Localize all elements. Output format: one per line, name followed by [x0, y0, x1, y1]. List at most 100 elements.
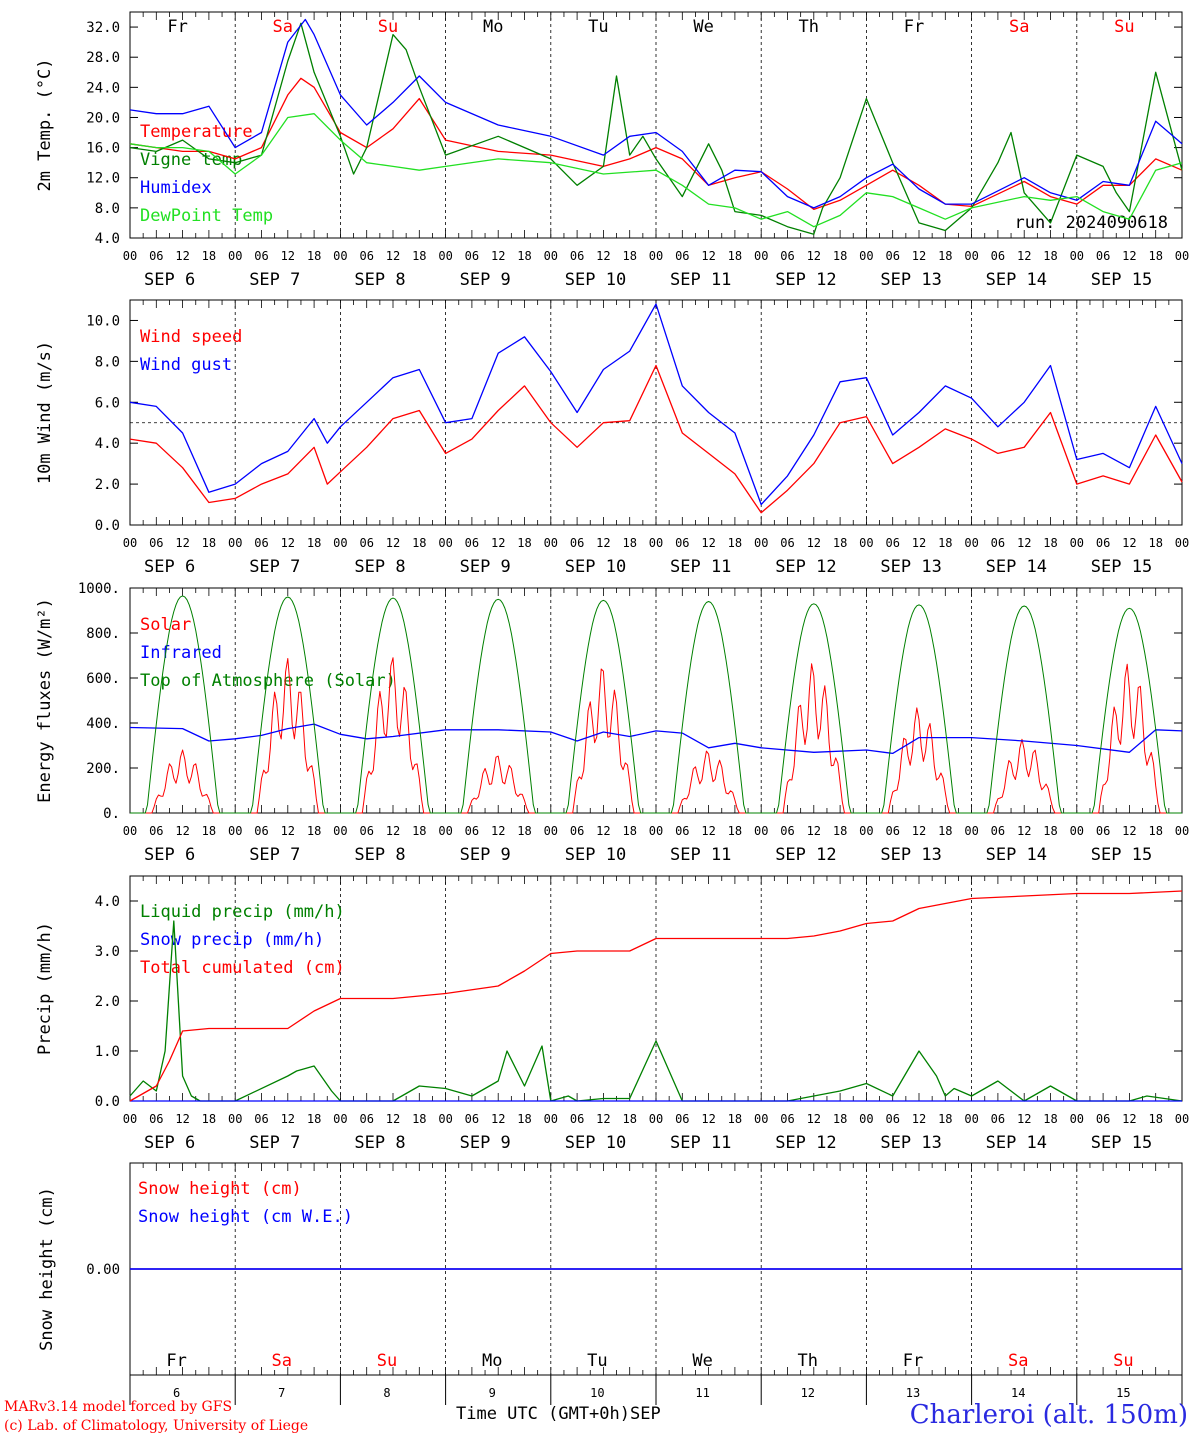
- hour-label: 00: [1175, 249, 1189, 263]
- hour-label: 12: [1017, 536, 1031, 550]
- hour-label: 00: [438, 536, 452, 550]
- day-abbr-top: Tu: [588, 17, 608, 37]
- date-label: SEP 13: [880, 270, 941, 290]
- hour-label: 00: [228, 1112, 242, 1126]
- hour-label: 12: [596, 824, 610, 838]
- date-label: SEP 7: [249, 270, 300, 290]
- hour-label: 00: [964, 824, 978, 838]
- hour-label: 18: [622, 1112, 636, 1126]
- day-abbr-top: Su: [378, 17, 398, 37]
- day-abbr-bottom: Fr: [903, 1351, 923, 1371]
- hour-label: 06: [359, 1112, 373, 1126]
- date-label: SEP 11: [670, 270, 731, 290]
- legend-total-cumulated-cm: Total cumulated (cm): [140, 958, 345, 978]
- day-abbr-bottom: Tu: [587, 1351, 607, 1371]
- hour-label: 18: [1043, 249, 1057, 263]
- y-tick-label: 2.0: [95, 477, 120, 493]
- y-axis-label: 10m Wind (m/s): [35, 341, 55, 484]
- hour-label: 12: [1122, 536, 1136, 550]
- hour-label: 12: [281, 1112, 295, 1126]
- hour-label: 00: [1070, 824, 1084, 838]
- day-number: 11: [695, 1386, 709, 1400]
- hour-label: 06: [1096, 249, 1110, 263]
- hour-label: 12: [807, 249, 821, 263]
- hour-label: 18: [307, 824, 321, 838]
- panel-3: 0. 200. 400. 600. 800. 1000. Energy fluxes (W/…: [35, 581, 1189, 865]
- hour-label: 06: [254, 824, 268, 838]
- date-label: SEP 9: [460, 845, 511, 865]
- hour-label: 18: [728, 1112, 742, 1126]
- day-number: 13: [906, 1386, 920, 1400]
- hour-label: 18: [938, 1112, 952, 1126]
- hour-label: 18: [728, 249, 742, 263]
- hour-label: 06: [1096, 536, 1110, 550]
- date-label: SEP 13: [880, 845, 941, 865]
- hour-label: 00: [859, 824, 873, 838]
- y-tick-label: 24.0: [86, 80, 120, 96]
- date-label: SEP 12: [775, 845, 836, 865]
- x-axis-label: Time UTC (GMT+0h)SEP: [456, 1404, 661, 1424]
- hour-label: 06: [991, 249, 1005, 263]
- hour-label: 06: [254, 536, 268, 550]
- hour-label: 12: [701, 536, 715, 550]
- hour-label: 18: [728, 824, 742, 838]
- hour-label: 06: [991, 536, 1005, 550]
- hour-label: 18: [202, 249, 216, 263]
- hour-label: 12: [596, 536, 610, 550]
- date-label: SEP 10: [565, 270, 626, 290]
- hour-label: 12: [912, 824, 926, 838]
- date-label: SEP 10: [565, 557, 626, 577]
- hour-label: 12: [1017, 824, 1031, 838]
- hour-label: 12: [701, 824, 715, 838]
- hour-label: 18: [938, 536, 952, 550]
- y-tick-label: 400.: [86, 716, 120, 732]
- y-tick-label: 0.00: [86, 1262, 120, 1278]
- hour-label: 00: [123, 249, 137, 263]
- hour-label: 12: [175, 249, 189, 263]
- day-abbr-bottom: We: [692, 1351, 712, 1371]
- date-label: SEP 10: [565, 1133, 626, 1153]
- hour-label: 12: [175, 824, 189, 838]
- hour-label: 00: [1070, 536, 1084, 550]
- hour-label: 12: [491, 824, 505, 838]
- legend-humidex: Humidex: [140, 178, 212, 198]
- hour-label: 06: [570, 249, 584, 263]
- hour-label: 12: [912, 249, 926, 263]
- hour-label: 06: [359, 536, 373, 550]
- hour-label: 18: [1148, 249, 1162, 263]
- date-label: SEP 15: [1091, 270, 1152, 290]
- date-label: SEP 8: [354, 1133, 405, 1153]
- hour-label: 12: [1122, 1112, 1136, 1126]
- date-label: SEP 6: [144, 1133, 195, 1153]
- hour-label: 00: [123, 536, 137, 550]
- legend-snow-precip-mm-h: Snow precip (mm/h): [140, 930, 324, 950]
- hour-label: 12: [807, 824, 821, 838]
- hour-label: 18: [1148, 824, 1162, 838]
- day-abbr-bottom: Sa: [1008, 1351, 1028, 1371]
- legend-snow-height-cm: Snow height (cm): [138, 1179, 302, 1199]
- hour-label: 12: [596, 249, 610, 263]
- legend-wind-gust: Wind gust: [140, 355, 232, 375]
- day-number: 10: [590, 1386, 604, 1400]
- day-abbr-top: Sa: [1009, 17, 1029, 37]
- hour-label: 06: [991, 824, 1005, 838]
- hour-label: 18: [1043, 824, 1057, 838]
- hour-label: 12: [386, 824, 400, 838]
- hour-label: 00: [1070, 249, 1084, 263]
- date-label: SEP 6: [144, 270, 195, 290]
- hour-label: 18: [938, 249, 952, 263]
- hour-label: 12: [491, 249, 505, 263]
- hour-label: 06: [675, 824, 689, 838]
- y-tick-label: 32.0: [86, 20, 120, 36]
- series-top-of-atmosphere-solar: [130, 595, 1182, 814]
- hour-label: 18: [833, 1112, 847, 1126]
- hour-label: 00: [544, 1112, 558, 1126]
- credit-line-1: MARv3.14 model forced by GFS: [4, 1399, 233, 1415]
- hour-label: 00: [544, 249, 558, 263]
- y-tick-label: 6.0: [95, 395, 120, 411]
- hour-label: 12: [1017, 1112, 1031, 1126]
- date-label: SEP 11: [670, 1133, 731, 1153]
- date-label: SEP 11: [670, 557, 731, 577]
- date-label: SEP 7: [249, 845, 300, 865]
